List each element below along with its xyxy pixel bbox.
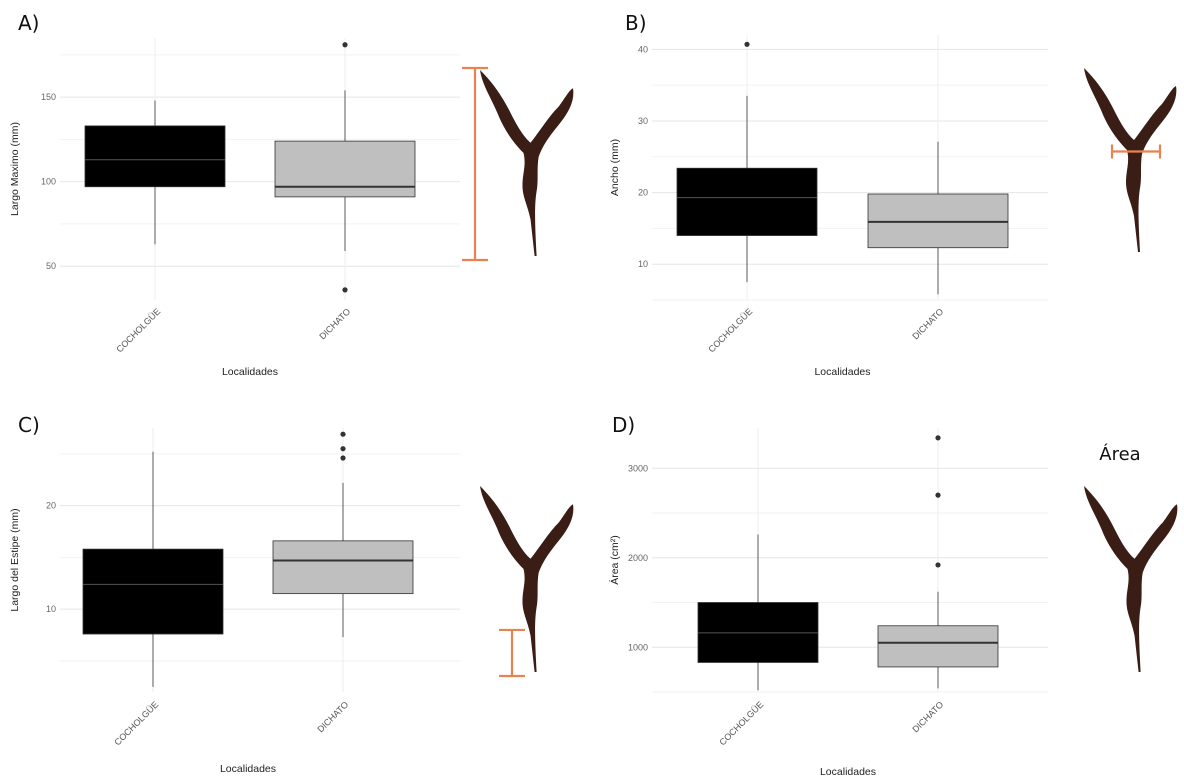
box-iqr (676, 167, 818, 236)
seaweed-illustration (480, 70, 574, 256)
box-iqr (274, 140, 416, 198)
boxplot-panel: D) 1000 2000 3000 Área (cm²) COCHOLGÜE DICHATO… (608, 413, 1178, 778)
x-axis-title: Localidades (220, 763, 276, 775)
panel-label: C) (18, 413, 40, 437)
x-category-label: DICHATO (317, 306, 352, 341)
y-tick-label: 3000 (628, 463, 648, 473)
x-axis-title: Localidades (820, 766, 876, 778)
outlier-point (340, 455, 346, 461)
box-iqr (82, 548, 224, 635)
boxplot-panel: A) 50 100 150 Largo Maximo (mm) COCHOLGÜE DICH… (9, 11, 574, 378)
y-tick-label: 150 (41, 92, 56, 102)
boxplot-panel: C) 10 20 Largo del Estipe (mm) COCHOLGÜE DICH… (9, 413, 574, 775)
y-axis-title: Ancho (mm) (609, 139, 621, 196)
y-tick-label: 40 (638, 44, 648, 54)
outlier-point (342, 42, 348, 48)
y-axis-title: Área (cm²) (608, 535, 621, 585)
y-tick-label: 20 (46, 501, 56, 511)
x-category-label: COCHOLGÜE (112, 699, 160, 747)
seaweed-illustration (1084, 68, 1177, 252)
y-tick-label: 10 (638, 259, 648, 269)
y-tick-label: 2000 (628, 553, 648, 563)
box-iqr (84, 125, 226, 188)
y-axis-title: Largo del Estipe (mm) (9, 508, 21, 611)
outlier-point (935, 435, 941, 441)
x-axis-title: Localidades (814, 366, 870, 378)
outlier-point (935, 562, 941, 568)
box-iqr (877, 625, 999, 668)
x-axis-title: Localidades (222, 366, 278, 378)
y-tick-label: 10 (46, 604, 56, 614)
y-tick-label: 50 (46, 261, 56, 271)
outlier-point (340, 446, 346, 452)
y-tick-label: 20 (638, 188, 648, 198)
y-tick-label: 100 (41, 177, 56, 187)
outlier-point (342, 287, 348, 293)
outlier-point (340, 431, 346, 437)
x-category-label: DICHATO (910, 699, 945, 734)
outlier-point (935, 492, 941, 498)
boxplot-panel: B) 10 20 30 40 Ancho (mm) COCHOLGÜE DICHATO Loca… (609, 11, 1177, 378)
seaweed-illustration (1084, 486, 1178, 672)
seaweed-illustration (480, 486, 574, 672)
y-tick-label: 1000 (628, 642, 648, 652)
box-iqr (867, 193, 1009, 249)
x-category-label: DICHATO (910, 306, 945, 341)
x-category-label: COCHOLGÜE (706, 306, 754, 354)
y-tick-label: 30 (638, 116, 648, 126)
panel-label: B) (625, 11, 647, 35)
y-axis-title: Largo Maximo (mm) (9, 122, 21, 216)
x-category-label: COCHOLGÜE (114, 306, 162, 354)
x-category-label: DICHATO (315, 699, 350, 734)
illustration-caption: Área (1099, 443, 1140, 465)
box-iqr (272, 540, 414, 595)
outlier-point (744, 41, 750, 47)
panel-label: A) (18, 11, 39, 35)
x-category-label: COCHOLGÜE (717, 699, 765, 747)
panel-label: D) (612, 413, 635, 437)
